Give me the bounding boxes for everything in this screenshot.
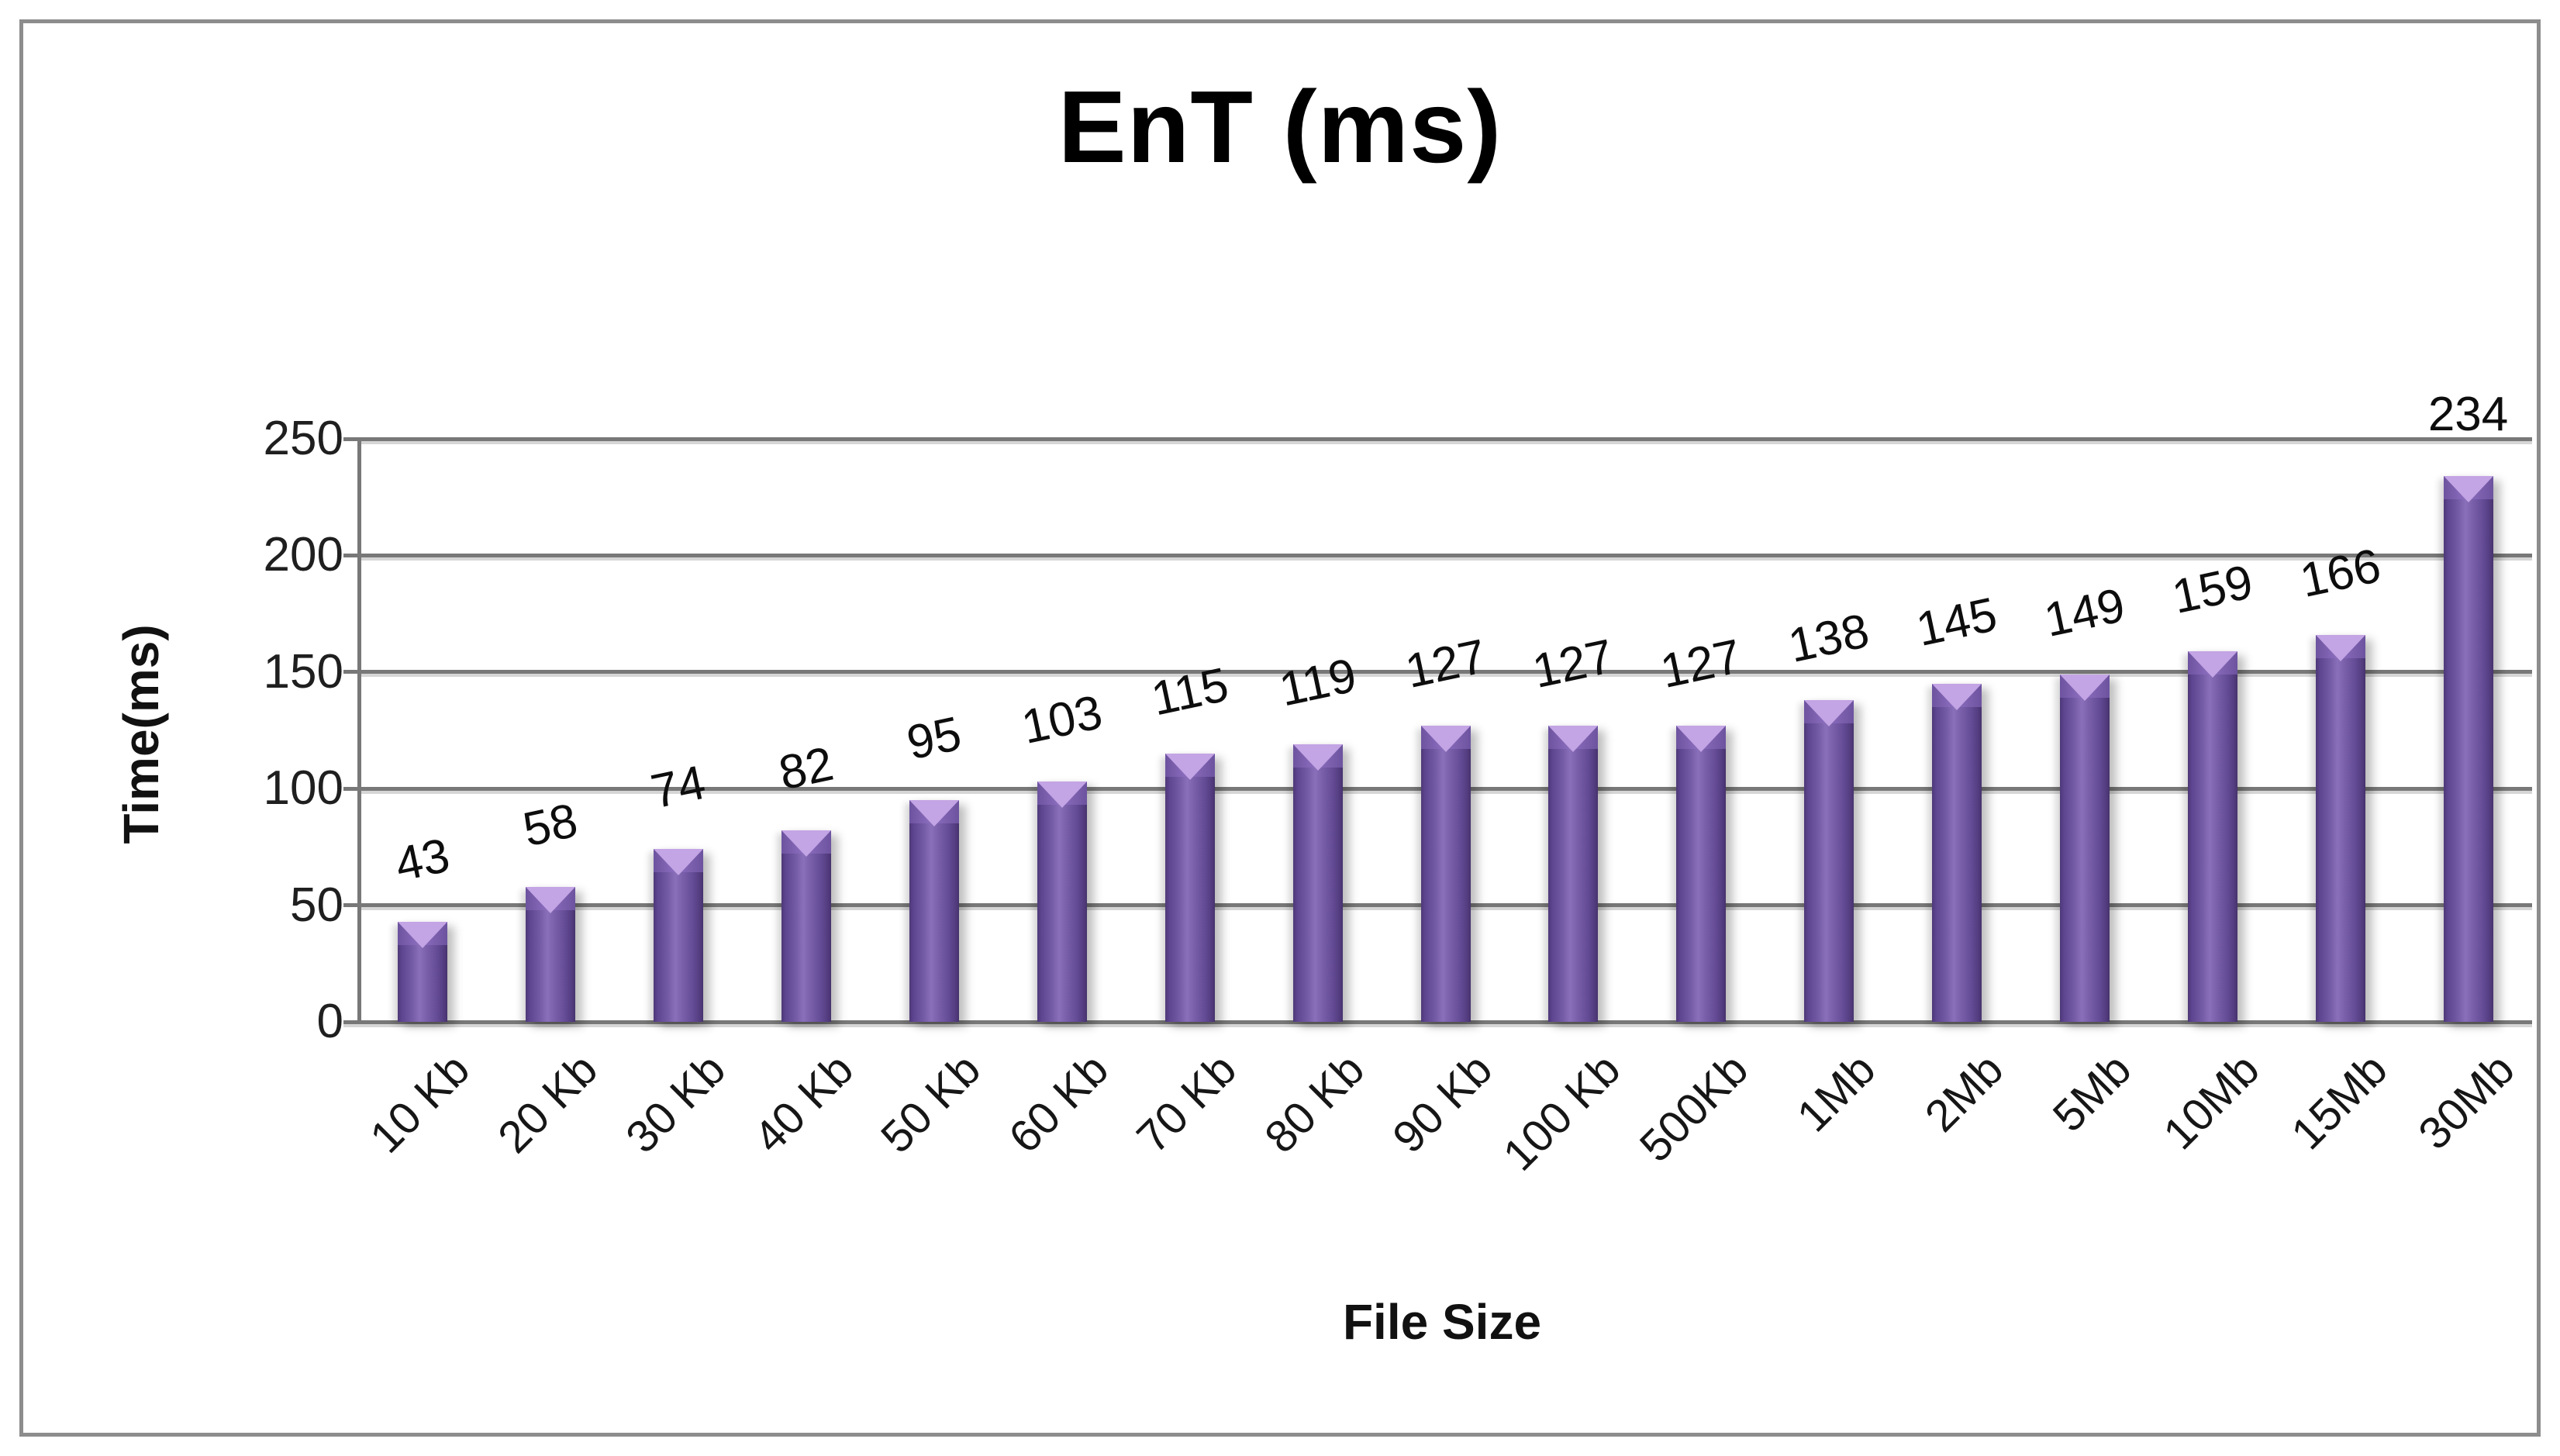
bar-value-label: 82 — [775, 737, 838, 801]
bar — [526, 886, 576, 1022]
bar-chevron — [526, 886, 576, 913]
x-tick-label: 50 Kb — [871, 1044, 991, 1163]
bar-value-label: 95 — [902, 706, 966, 771]
bar — [1292, 744, 1343, 1022]
x-tick-label: 100 Kb — [1492, 1044, 1630, 1181]
y-tick-label: 250 — [263, 412, 343, 465]
x-tick-label: 500Kb — [1630, 1044, 1758, 1172]
chart-title: EnT (ms) — [1057, 70, 1503, 184]
x-tick-label: 2Mb — [1915, 1044, 2013, 1142]
bar-chevron — [1292, 744, 1343, 771]
bar-value-label: 115 — [1147, 657, 1233, 726]
x-tick-label: 1Mb — [1787, 1044, 1885, 1142]
bar-chevron — [2443, 476, 2493, 503]
bar-chevron — [1037, 781, 1087, 809]
bar-value-label: 159 — [2167, 554, 2258, 624]
y-tick-label: 50 — [290, 878, 343, 932]
gridline — [359, 553, 2532, 557]
x-tick-label: 20 Kb — [488, 1044, 607, 1163]
bar — [1676, 725, 1727, 1022]
x-tick-label: 90 Kb — [1382, 1044, 1503, 1163]
bar — [2187, 650, 2237, 1022]
bar-chevron — [398, 921, 448, 948]
bar — [2315, 634, 2365, 1022]
bar-chevron — [2187, 650, 2237, 678]
y-axis-line — [357, 439, 361, 1022]
x-tick-label: 80 Kb — [1255, 1044, 1375, 1163]
x-tick-label: 60 Kb — [999, 1044, 1119, 1163]
x-tick-label: 70 Kb — [1127, 1044, 1247, 1163]
x-axis-line — [343, 1020, 2532, 1024]
bar — [1804, 699, 1854, 1022]
gridline — [359, 436, 2532, 441]
bar — [1420, 725, 1471, 1022]
bar-chevron — [1420, 725, 1471, 752]
bar-chevron — [2315, 634, 2365, 661]
bar-value-label: 149 — [2040, 578, 2130, 647]
x-tick-label: 40 Kb — [744, 1044, 863, 1163]
bar-value-label: 166 — [2295, 538, 2386, 608]
x-tick-label: 15Mb — [2281, 1044, 2397, 1160]
x-tick-label: 10Mb — [2153, 1044, 2269, 1160]
bar-chevron — [1932, 683, 1982, 710]
y-tick-label: 0 — [316, 995, 343, 1048]
bar-value-label: 119 — [1274, 648, 1361, 717]
bar — [398, 921, 448, 1022]
x-tick-label: 10 Kb — [360, 1044, 480, 1163]
bar-chevron — [781, 830, 832, 857]
chart-border-frame — [19, 19, 2541, 1437]
bar-value-label: 74 — [647, 756, 711, 819]
bar-value-label: 43 — [391, 828, 455, 892]
x-tick-label: 30 Kb — [616, 1044, 735, 1163]
bar — [2443, 476, 2493, 1022]
bar-chevron — [1676, 725, 1727, 752]
x-axis-title: File Size — [1342, 1294, 1542, 1350]
bar — [781, 830, 832, 1022]
y-tick-label: 200 — [263, 528, 343, 582]
bar-value-label: 138 — [1784, 603, 1874, 673]
bar-chevron — [1548, 725, 1599, 752]
bar-chevron — [654, 849, 704, 876]
bar-value-label: 145 — [1912, 587, 2002, 657]
bar-value-label: 58 — [519, 793, 583, 857]
bar-value-label: 103 — [1016, 685, 1107, 755]
bar-chevron — [909, 800, 959, 827]
bar — [1932, 683, 1982, 1022]
x-tick-label: 5Mb — [2043, 1044, 2141, 1142]
bar — [1164, 754, 1215, 1022]
bar — [1548, 725, 1599, 1022]
bar — [1037, 781, 1087, 1022]
bar-chevron — [1804, 699, 1854, 726]
bar-value-label: 234 — [2427, 388, 2509, 442]
bar-chevron — [1164, 754, 1215, 781]
bar-value-label: 127 — [1528, 629, 1619, 699]
y-tick-label: 100 — [263, 761, 343, 816]
bar — [654, 849, 704, 1022]
bar-chevron — [2059, 674, 2110, 701]
bar-value-label: 127 — [1400, 629, 1491, 699]
y-tick-label: 150 — [263, 644, 343, 699]
x-tick-label: 30Mb — [2409, 1044, 2525, 1160]
bar — [909, 800, 959, 1022]
bar — [2059, 674, 2110, 1022]
gridline — [359, 670, 2532, 675]
bar-value-label: 127 — [1656, 629, 1746, 699]
